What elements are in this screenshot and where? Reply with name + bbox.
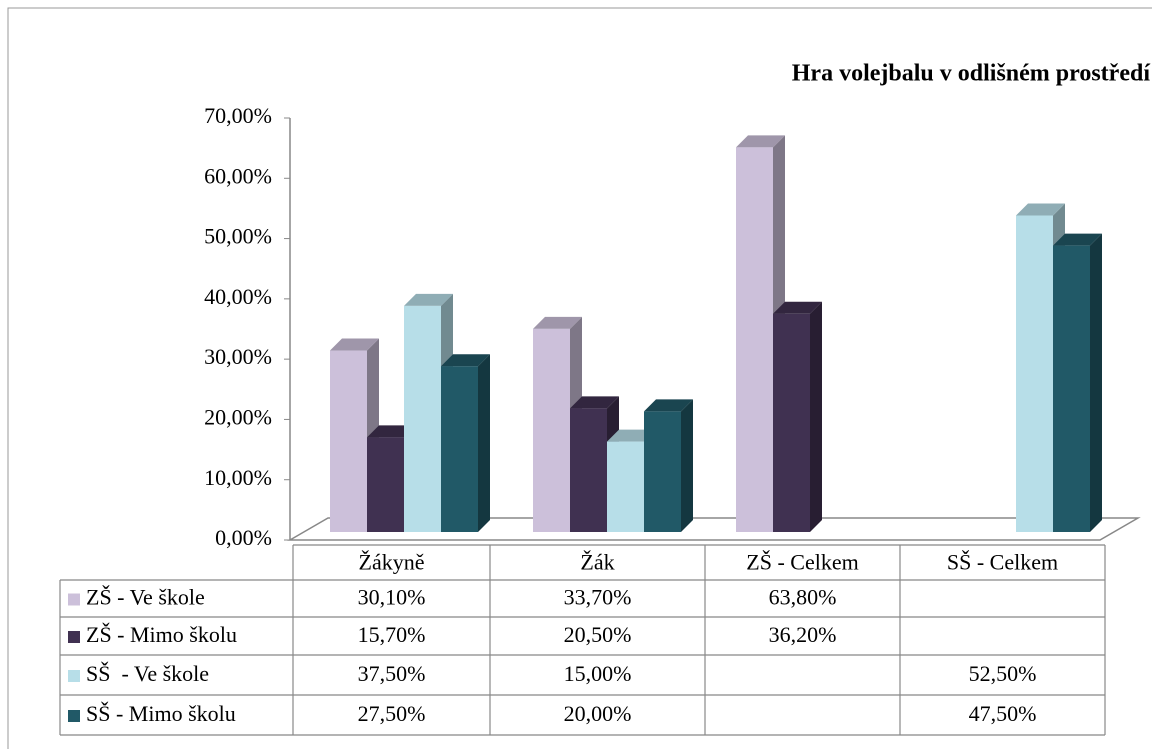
x-tick-label: Žák — [580, 550, 614, 575]
x-tick-label: ZŠ - Celkem — [746, 550, 858, 575]
bar-top — [533, 316, 582, 329]
legend-swatch — [68, 593, 80, 606]
data-label: 52,50% — [969, 661, 1037, 686]
bar — [607, 441, 644, 532]
data-label: 20,50% — [564, 622, 632, 647]
data-label: 36,20% — [769, 622, 837, 647]
data-label: 15,00% — [564, 661, 632, 686]
bar — [1053, 245, 1090, 532]
data-label: 63,80% — [769, 585, 837, 610]
data-label: 30,10% — [358, 585, 426, 610]
bar-side — [1090, 233, 1102, 532]
data-label: 27,50% — [358, 701, 426, 726]
legend-swatch — [68, 710, 80, 722]
bar — [330, 350, 367, 532]
bar-top — [367, 425, 416, 438]
x-tick-label: Žákyně — [359, 550, 425, 575]
bar — [736, 147, 773, 532]
bar-top — [736, 135, 785, 148]
chart-title: Hra volejbalu v odlišném prostředí — [792, 61, 1151, 87]
bar-top — [1016, 203, 1065, 216]
bar-top — [404, 293, 453, 306]
legend-swatch — [68, 670, 80, 682]
bar-side — [681, 399, 693, 532]
bar — [1016, 215, 1053, 532]
y-tick-label: 30,00% — [204, 344, 272, 369]
y-tick-label: 20,00% — [204, 404, 272, 429]
bar-side — [478, 354, 490, 532]
data-label: 33,70% — [564, 585, 632, 610]
legend-label: SŠ - Mimo školu — [86, 701, 236, 726]
bar-top — [644, 399, 693, 412]
bar — [644, 411, 681, 532]
bar — [773, 313, 810, 532]
bar-top — [570, 396, 619, 409]
bar — [367, 437, 404, 532]
bar-side — [810, 301, 822, 532]
data-label: 15,70% — [358, 622, 426, 647]
y-tick-label: 0,00% — [215, 525, 272, 550]
y-tick-label: 10,00% — [204, 465, 272, 490]
bar — [441, 366, 478, 532]
floor — [287, 517, 1141, 541]
bar-top — [441, 354, 490, 367]
y-tick-label: 50,00% — [204, 224, 272, 249]
data-label: 47,50% — [969, 701, 1037, 726]
y-tick-label: 40,00% — [204, 284, 272, 309]
bar-top — [773, 301, 822, 314]
bar-top — [330, 338, 379, 351]
bar-top — [607, 429, 656, 442]
x-tick-label: SŠ - Celkem — [947, 550, 1058, 575]
bar — [404, 305, 441, 532]
bar-top — [1053, 233, 1102, 246]
data-label: 37,50% — [358, 661, 426, 686]
legend-label: ZŠ - Ve škole — [86, 585, 205, 610]
chart-border — [7, 7, 1152, 749]
data-label: 20,00% — [564, 701, 632, 726]
y-tick-label: 70,00% — [204, 103, 272, 128]
bar — [570, 408, 607, 532]
legend-label: SŠ - Ve škole — [86, 661, 209, 686]
legend-swatch — [68, 631, 80, 643]
y-tick-label: 60,00% — [204, 163, 272, 188]
bar — [533, 328, 570, 532]
legend-label: ZŠ - Mimo školu — [86, 622, 237, 647]
